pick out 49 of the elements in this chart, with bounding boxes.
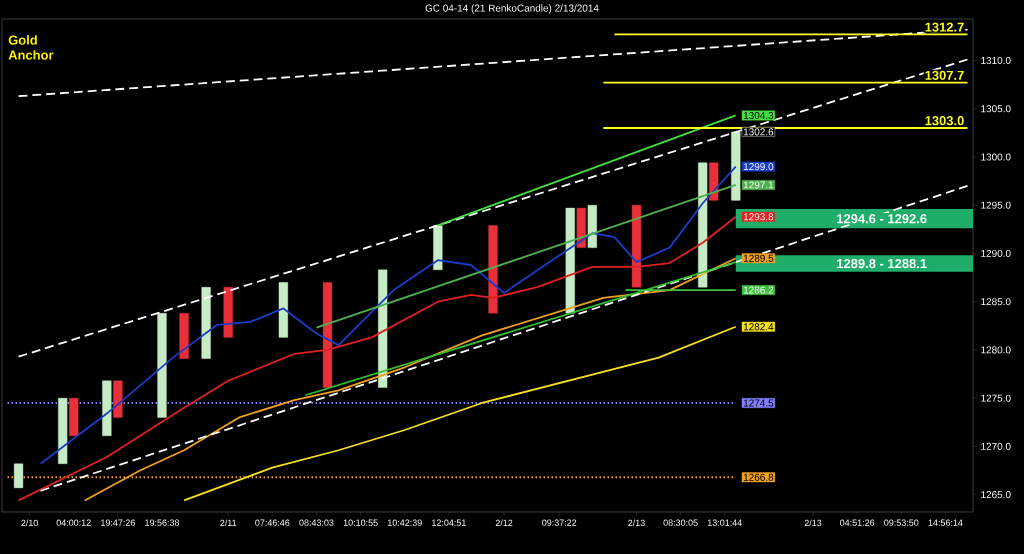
data-label: 1282.4	[743, 323, 774, 331]
y-tick-label: 1265.0	[981, 491, 1011, 499]
y-tick-label: 1285.0	[981, 298, 1011, 306]
ref-line-label: 1266.8	[743, 473, 774, 481]
y-tick-label: 1275.0	[981, 394, 1011, 402]
x-tick-label: 2/13	[628, 519, 645, 527]
y-tick-label: 1280.0	[981, 346, 1011, 354]
x-tick-label: 14:56:14	[928, 519, 963, 526]
data-label: 1299.0	[743, 163, 774, 171]
x-tick-label: 2/13	[804, 519, 822, 527]
x-tick-label: 2/10	[21, 519, 38, 527]
x-tick-label: 04:51:26	[840, 519, 875, 526]
y-tick-label: 1300.0	[981, 153, 1011, 161]
data-label: 1286.2	[743, 286, 774, 294]
y-tick-label: 1305.0	[981, 105, 1011, 113]
y-tick-label: 1290.0	[981, 249, 1011, 257]
x-tick-label: 10:42:39	[387, 519, 422, 526]
data-label: 1304.3	[743, 111, 774, 119]
x-tick-label: 2/12	[495, 519, 513, 527]
y-tick-label: 1295.0	[981, 201, 1011, 209]
band-label: 1289.8 - 1288.1	[837, 258, 927, 269]
data-label: 1303.0	[925, 116, 964, 126]
band-label: 1294.6 - 1292.6	[837, 214, 927, 224]
line-series	[17, 215, 737, 502]
data-label: 1297.1	[743, 181, 774, 189]
x-tick-label: 09:37:22	[542, 519, 577, 526]
ref-line-label: 1274.5	[743, 399, 774, 407]
line-series	[183, 325, 737, 502]
chart-title: GC 04-14 (21 RenkoCandle) 2/13/2014	[425, 4, 599, 14]
x-tick-label: 19:47:26	[101, 519, 135, 526]
x-tick-label: 12:04:51	[432, 519, 466, 526]
annotation: Gold Anchor	[8, 35, 54, 60]
x-tick-label: 08:30:05	[663, 519, 698, 526]
text: 1302.6	[743, 128, 774, 136]
x-tick-label: 07:46:46	[255, 519, 290, 526]
x-tick-label: 09:53:50	[884, 519, 919, 526]
x-tick-label: 04:00:12	[56, 519, 91, 526]
x-tick-label: 10:10:55	[343, 519, 378, 526]
y-tick-label: 1270.0	[981, 442, 1011, 450]
x-tick-label: 2/11	[220, 519, 237, 527]
data-label: 1312.7	[925, 22, 964, 32]
data-label: 1293.8	[743, 213, 774, 221]
x-tick-label: 08:43:03	[299, 519, 334, 526]
data-label: 1307.7	[925, 70, 964, 80]
x-tick-label: 13:01:44	[707, 519, 742, 526]
data-label: 1289.5	[743, 254, 774, 262]
line-series	[39, 165, 737, 465]
y-tick-label: 1310.0	[981, 56, 1011, 64]
x-tick-label: 19:56:38	[145, 519, 180, 526]
